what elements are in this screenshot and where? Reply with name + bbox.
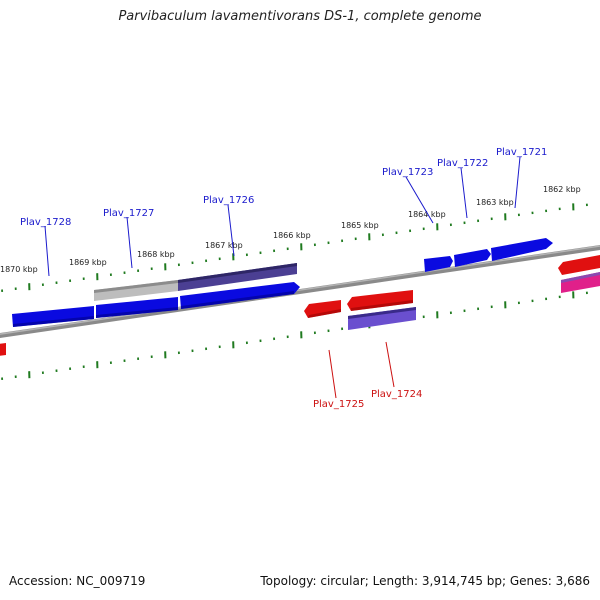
leader-plav-1727 (126, 216, 133, 269)
label-plav-1723[interactable]: Plav_1723 (382, 167, 433, 178)
leader-plav-1722 (460, 167, 468, 219)
label-plav-1728[interactable]: Plav_1728 (20, 217, 71, 228)
genome-backbone (0, 244, 600, 339)
kbp-label-1863: 1863 kbp (476, 198, 514, 207)
kbp-label-1869: 1869 kbp (69, 258, 107, 267)
gene-right-edge-red[interactable] (558, 255, 600, 275)
leader-plav-1725 (328, 349, 337, 399)
accession-text: Accession: NC_009719 (9, 574, 146, 588)
gene-plav-1727[interactable] (96, 297, 178, 318)
label-plav-1725[interactable]: Plav_1725 (313, 399, 364, 410)
kbp-label-1866: 1866 kbp (273, 231, 311, 240)
gene-right-edge-pink[interactable] (561, 272, 600, 293)
kbp-label-1865: 1865 kbp (341, 221, 379, 230)
leader-plav-1728 (44, 225, 50, 277)
gene-plav-1724-fragment[interactable] (348, 307, 416, 330)
label-plav-1726[interactable]: Plav_1726 (203, 195, 254, 206)
kbp-tick-row-top (1, 203, 588, 292)
genome-backbone-highlight (0, 245, 600, 335)
leader-plav-1721 (514, 156, 521, 209)
gene-plav-1726-fragment[interactable] (94, 263, 297, 301)
kbp-tick-row-bottom (1, 291, 588, 380)
label-plav-1721[interactable]: Plav_1721 (496, 147, 547, 158)
gene-plav-1723[interactable] (424, 256, 453, 272)
gene-plav-1724[interactable] (347, 290, 413, 311)
leader-plav-1723 (405, 176, 434, 224)
label-plav-1727[interactable]: Plav_1727 (103, 208, 154, 219)
kbp-label-1862: 1862 kbp (543, 185, 581, 194)
gene-plav-1721[interactable] (491, 238, 553, 261)
genome-title: Parvibaculum lavamentivorans DS-1, compl… (118, 9, 482, 24)
label-plav-1722[interactable]: Plav_1722 (437, 158, 488, 169)
kbp-label-1864: 1864 kbp (408, 210, 446, 219)
kbp-label-1867: 1867 kbp (205, 241, 243, 250)
label-plav-1724[interactable]: Plav_1724 (371, 389, 422, 400)
topology-text: Topology: circular; Length: 3,914,745 bp… (260, 574, 590, 588)
kbp-label-1870: 1870 kbp (0, 265, 38, 274)
gene-plav-1722[interactable] (454, 249, 491, 267)
gene-plav-1726[interactable] (180, 282, 300, 309)
leader-plav-1724 (385, 341, 395, 388)
kbp-label-1868: 1868 kbp (137, 250, 175, 259)
gene-left-edge[interactable] (0, 343, 6, 356)
leader-plav-1726 (227, 204, 235, 257)
gene-plav-1725[interactable] (304, 300, 341, 318)
gene-plav-1728[interactable] (12, 306, 94, 327)
